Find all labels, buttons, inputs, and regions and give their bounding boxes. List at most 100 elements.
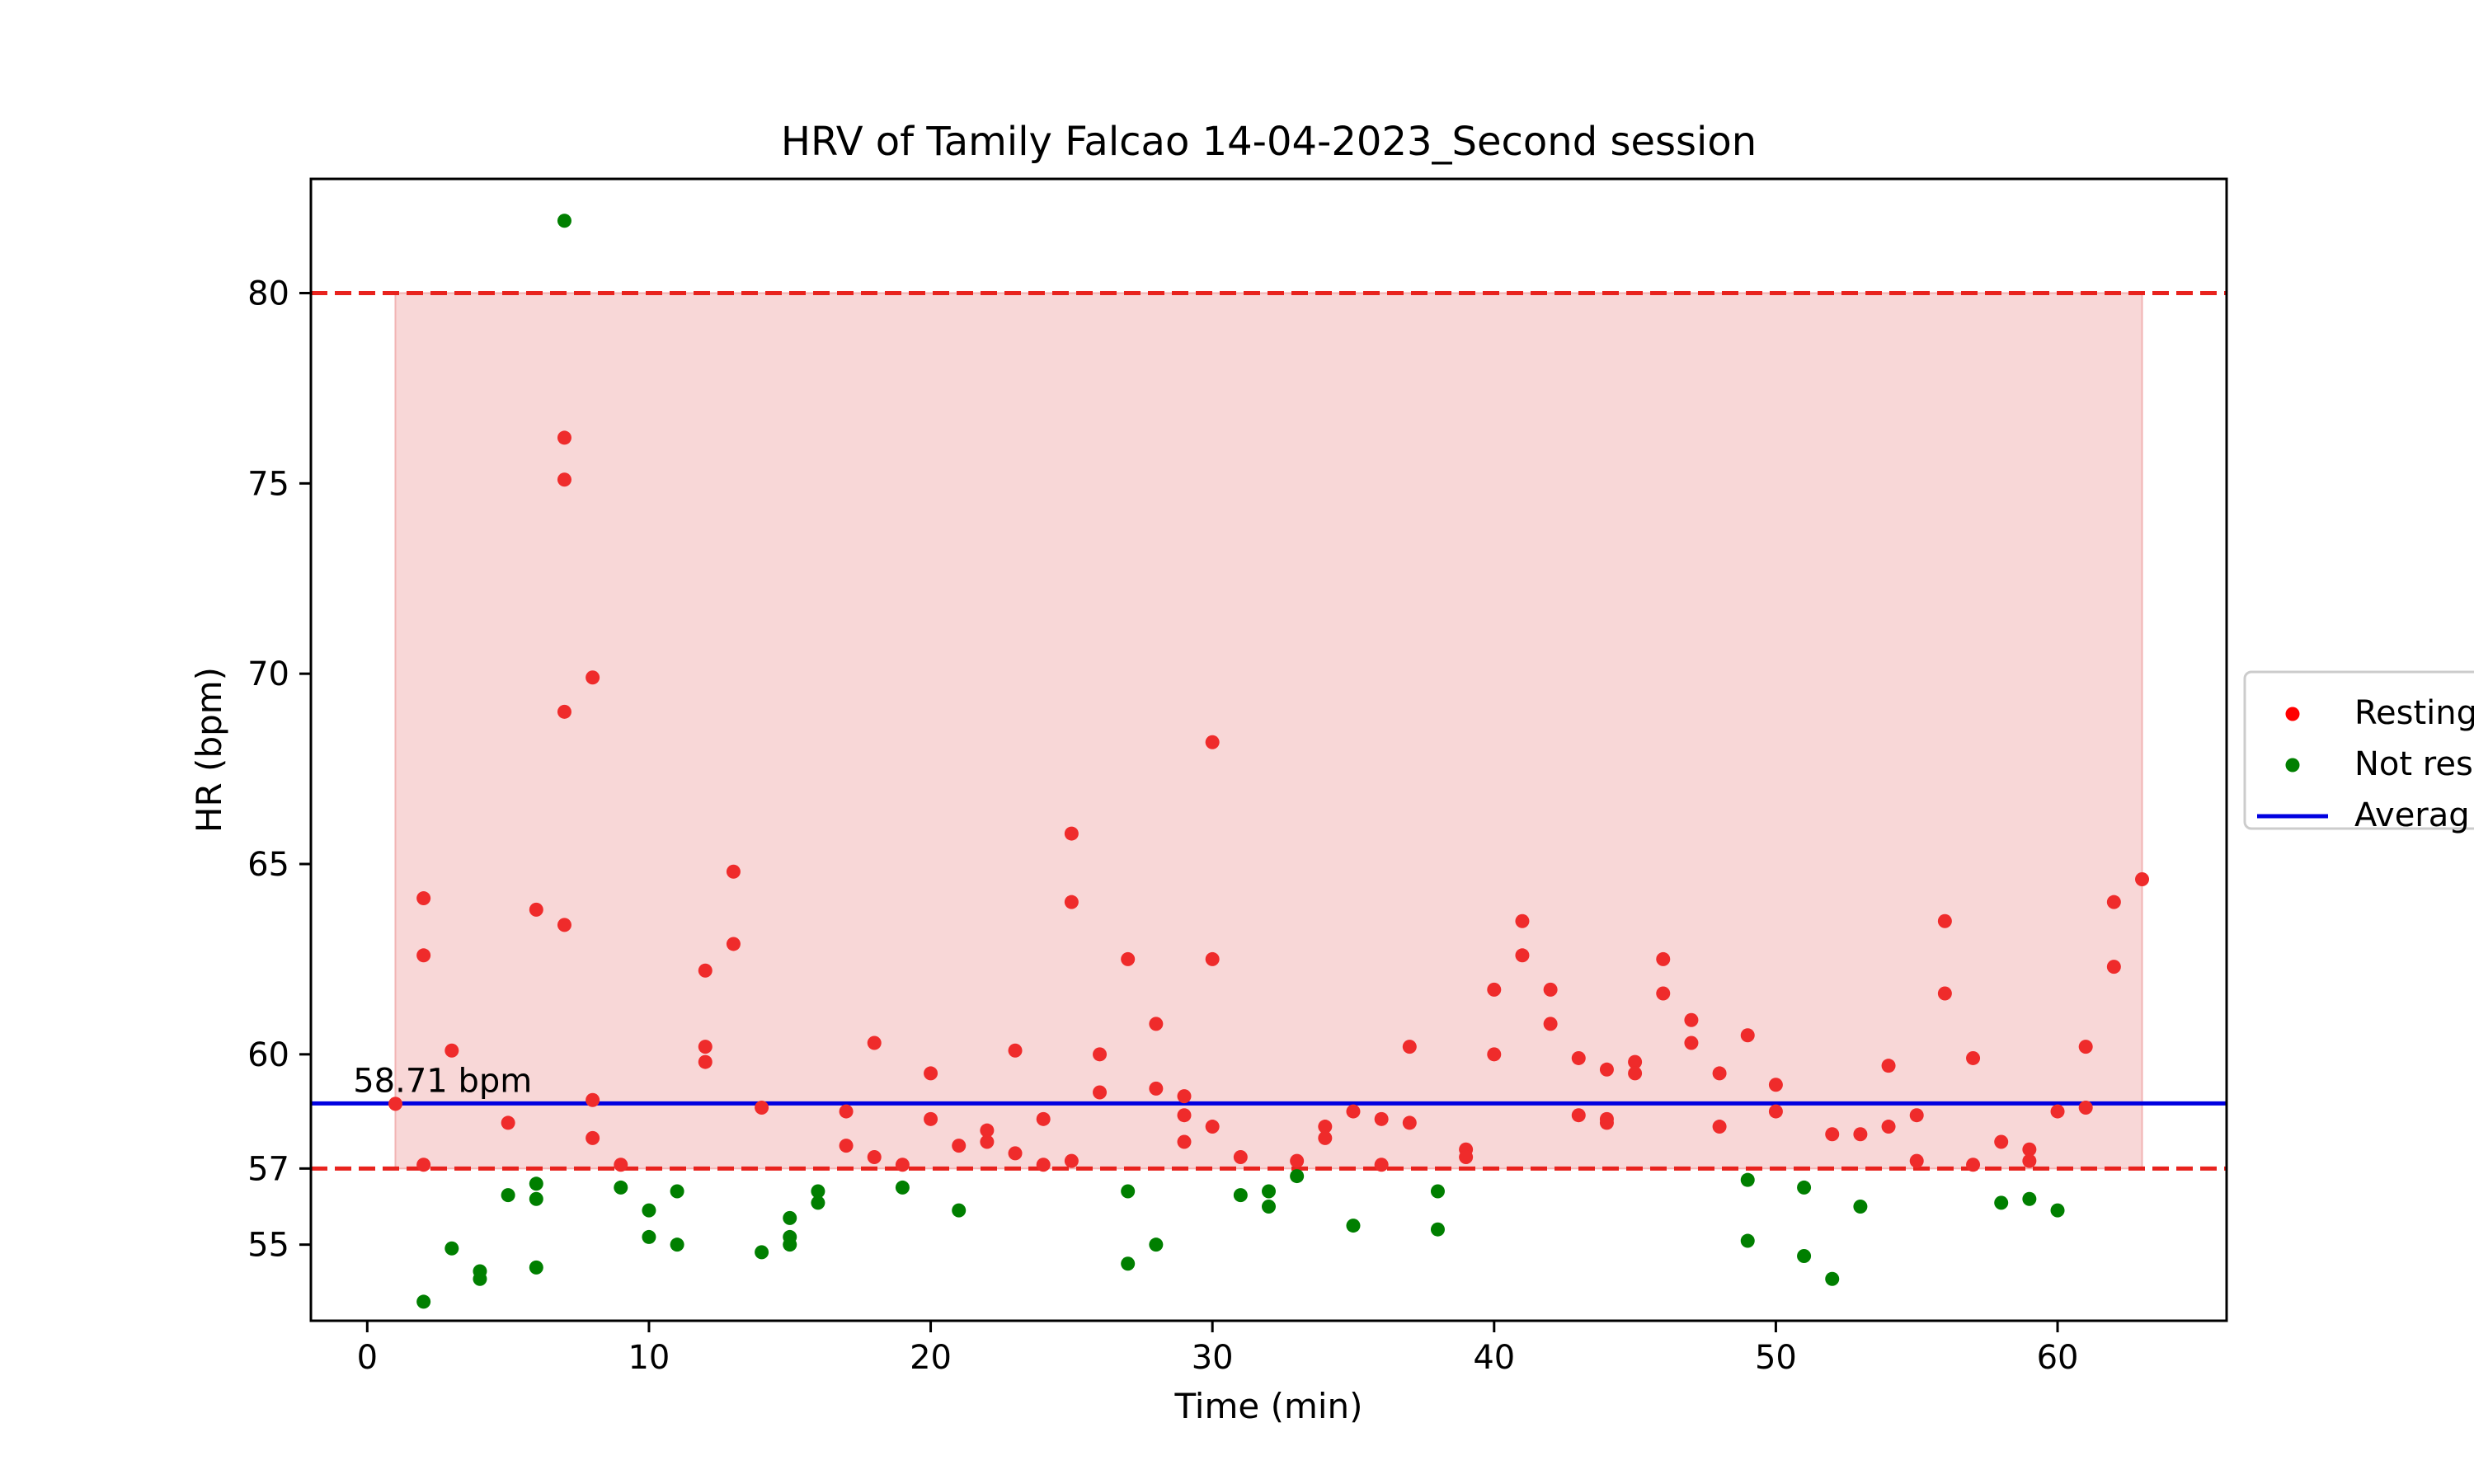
data-point [1599,1062,1614,1077]
series-not-res [416,214,2065,1309]
data-point [1290,1153,1305,1168]
data-point [1008,1043,1023,1058]
data-point [2022,1153,2037,1168]
y-axis-label: HR (bpm) [189,667,229,833]
data-point [698,1054,713,1069]
data-point [2050,1203,2065,1218]
data-point [1684,1012,1699,1027]
data-point [895,1180,910,1195]
legend-marker [2285,758,2300,773]
data-point [1768,1104,1783,1119]
data-point [1740,1233,1755,1248]
data-point [557,214,571,228]
data-point [1656,986,1671,1001]
x-tick-label: 50 [1755,1339,1797,1377]
data-point [1487,982,1502,997]
legend-label: Averag [2354,796,2470,834]
data-point [1430,1184,1445,1199]
y-tick-label: 80 [247,275,289,313]
data-point [1656,951,1671,966]
x-tick-label: 0 [357,1339,378,1377]
data-point [2050,1104,2065,1119]
x-tick-label: 30 [1192,1339,1234,1377]
x-tick-label: 20 [910,1339,952,1377]
data-point [895,1158,910,1172]
data-point [698,1040,713,1054]
data-point [586,1092,600,1107]
data-point [670,1184,684,1199]
data-point [444,1043,459,1058]
data-point [1374,1111,1389,1126]
data-point [1036,1158,1051,1172]
data-point [1543,982,1558,997]
data-point [1036,1111,1051,1126]
data-point [1205,735,1220,749]
y-tick-label: 55 [247,1227,289,1265]
data-point [2135,871,2150,886]
data-point [1262,1200,1276,1214]
data-point [1318,1130,1333,1145]
data-point [1487,1047,1502,1062]
y-tick-label: 60 [247,1036,289,1074]
data-point [416,948,431,963]
y-tick-label: 75 [247,465,289,503]
data-point [1262,1184,1276,1199]
data-point [1909,1108,1924,1123]
data-point [1205,951,1220,966]
data-point [1797,1180,1812,1195]
data-point [1966,1158,1981,1172]
data-point [2022,1191,2037,1206]
data-point [980,1134,995,1149]
data-point [557,472,571,487]
data-point [867,1036,882,1050]
x-tick-label: 10 [628,1339,670,1377]
data-point [1149,1017,1164,1031]
data-point [1543,1017,1558,1031]
data-point [388,1097,402,1111]
data-point [1430,1222,1445,1237]
data-point [783,1237,797,1252]
series-resting [388,430,2150,1172]
data-point [1684,1036,1699,1050]
data-point [2078,1040,2093,1054]
data-point [1093,1085,1108,1100]
data-point [1909,1153,1924,1168]
data-point [783,1210,797,1225]
data-point [1290,1169,1305,1184]
data-point [1740,1172,1755,1187]
data-point [1966,1050,1981,1065]
data-point [529,1176,543,1191]
data-point [586,1130,600,1145]
data-point [1064,895,1079,909]
data-point [1402,1115,1417,1130]
data-point [1093,1047,1108,1062]
data-point [698,963,713,978]
data-point [1346,1219,1361,1233]
data-point [1177,1089,1192,1104]
data-point [1712,1066,1727,1081]
average-label: 58.71 bpm [353,1062,532,1100]
data-point [726,864,741,879]
data-point [642,1229,656,1244]
data-point [1853,1200,1868,1214]
data-point [839,1104,854,1119]
data-point [726,937,741,951]
data-point [1008,1146,1023,1161]
data-point [501,1115,515,1130]
data-point [1459,1149,1474,1164]
data-point [1121,1256,1136,1271]
data-point [1937,986,1952,1001]
data-point [1121,1184,1136,1199]
legend-label: Not res [2354,745,2473,783]
data-point [980,1123,995,1138]
data-point [2106,895,2121,909]
data-point [1881,1120,1896,1134]
data-point [614,1180,628,1195]
y-tick-label: 65 [247,846,289,884]
data-point [529,1260,543,1275]
resting-band [394,292,2143,1170]
data-point [1149,1237,1164,1252]
data-point [1712,1120,1727,1134]
data-point [952,1203,967,1218]
data-point [1994,1134,2009,1149]
